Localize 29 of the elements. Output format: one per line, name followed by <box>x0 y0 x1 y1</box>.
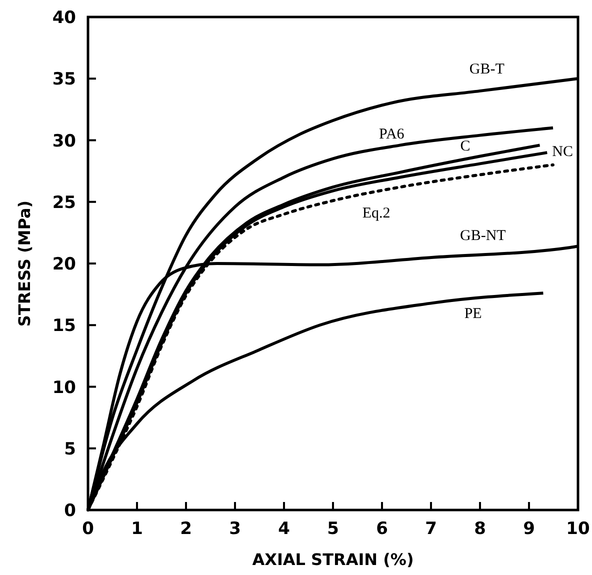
y-tick-label: 40 <box>52 8 76 28</box>
y-tick-label: 15 <box>52 316 76 336</box>
x-tick-label: 2 <box>180 519 192 539</box>
series-label: PA6 <box>378 126 405 142</box>
series-label: GB-NT <box>460 228 506 244</box>
y-tick-label: 0 <box>64 501 76 521</box>
series-label: PE <box>464 306 482 322</box>
x-tick-label: 7 <box>425 519 437 539</box>
series-label: NC <box>552 144 573 160</box>
y-axis-title: STRESS (MPa) <box>15 200 34 327</box>
x-tick-label: 10 <box>566 519 590 539</box>
y-tick-label: 10 <box>52 378 76 398</box>
x-tick-label: 8 <box>474 519 486 539</box>
x-tick-label: 1 <box>131 519 143 539</box>
y-tick-label: 25 <box>52 192 76 213</box>
series-label: Eq.2 <box>362 205 390 222</box>
x-tick-label: 5 <box>327 519 339 539</box>
series-label: GB-T <box>469 62 504 78</box>
x-tick-label: 9 <box>523 519 535 539</box>
x-axis-title: AXIAL STRAIN (%) <box>252 550 414 569</box>
x-tick-label: 6 <box>376 519 388 539</box>
y-tick-label: 5 <box>64 439 76 460</box>
y-tick-label: 30 <box>52 131 76 152</box>
y-tick-label: 35 <box>52 70 76 90</box>
x-tick-label: 0 <box>82 519 94 539</box>
y-tick-label: 20 <box>52 254 76 274</box>
series-label: C <box>460 138 470 155</box>
x-tick-label: 4 <box>278 519 290 539</box>
x-tick-label: 3 <box>229 519 241 539</box>
